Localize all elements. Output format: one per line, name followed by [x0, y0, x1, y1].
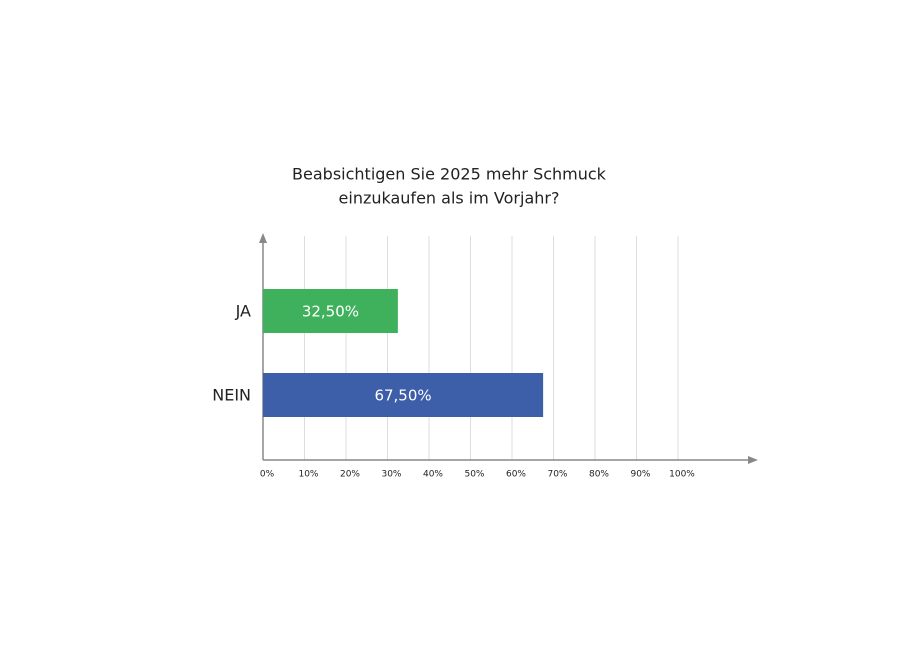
x-tick-label: 90%: [630, 470, 650, 480]
x-tick-label: 70%: [547, 470, 567, 480]
x-tick-label: 10%: [298, 470, 318, 480]
x-tick-label: 80%: [589, 470, 609, 480]
x-tick-label: 40%: [423, 470, 443, 480]
x-axis-arrow: [748, 456, 758, 464]
category-label: JA: [235, 302, 251, 321]
y-axis-arrow: [259, 233, 267, 243]
x-tick-label: 20%: [340, 470, 360, 480]
value-label: 32,50%: [302, 303, 359, 321]
bar: [263, 373, 544, 417]
value-label: 67,50%: [374, 387, 431, 405]
chart-title: Beabsichtigen Sie 2025 mehr Schmuck: [292, 165, 607, 184]
x-tick-label: 30%: [381, 470, 401, 480]
chart-title: einzukaufen als im Vorjahr?: [339, 189, 560, 208]
x-tick-label: 50%: [464, 470, 484, 480]
bar: [263, 289, 398, 333]
category-label: NEIN: [212, 386, 251, 405]
x-tick-label: 0%: [260, 470, 275, 480]
x-tick-label: 100%: [669, 470, 695, 480]
grid: [262, 236, 679, 460]
x-tick-label: 60%: [506, 470, 526, 480]
